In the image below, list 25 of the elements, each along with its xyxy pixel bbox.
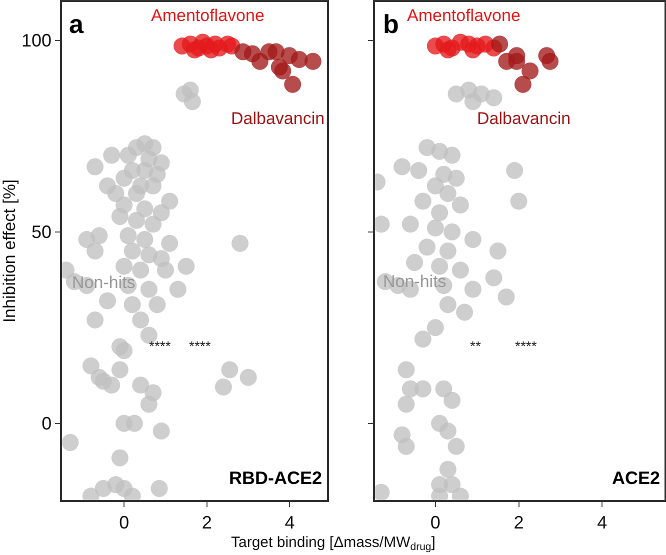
series-label: Non-hits: [72, 273, 136, 292]
y-tick-label: 50: [32, 222, 52, 242]
y-tick-label: 100: [22, 30, 52, 51]
annotation: ACE2: [612, 468, 660, 488]
annotation: ****: [149, 338, 172, 354]
x-tick-label: 2: [514, 512, 524, 532]
series-label: Amentoflavone: [407, 6, 520, 25]
series-label: Amentoflavone: [151, 6, 264, 25]
annotation: ****: [189, 338, 212, 354]
x-tick-label: 0: [119, 512, 130, 532]
chart-title: a: [69, 9, 84, 39]
x-tick-label: 0: [430, 512, 440, 532]
x-tick-label: 4: [597, 512, 608, 532]
series-label: Dalbavancin: [477, 109, 571, 128]
y-tick-label: 0: [42, 414, 52, 434]
x-axis-title: Target binding [Δmass/MW$_{drug}$]: [231, 534, 436, 554]
annotation: **: [470, 338, 482, 354]
annotation: ****: [515, 338, 538, 354]
chart-title: b: [383, 9, 399, 39]
x-tick-label: 4: [284, 512, 295, 532]
x-tick-label: 2: [202, 512, 212, 532]
series-label: Dalbavancin: [231, 109, 325, 128]
series-label: Non-hits: [383, 272, 446, 291]
annotation: RBD-ACE2: [229, 468, 322, 488]
y-axis-title: Inhibition effect [%]: [0, 179, 19, 323]
